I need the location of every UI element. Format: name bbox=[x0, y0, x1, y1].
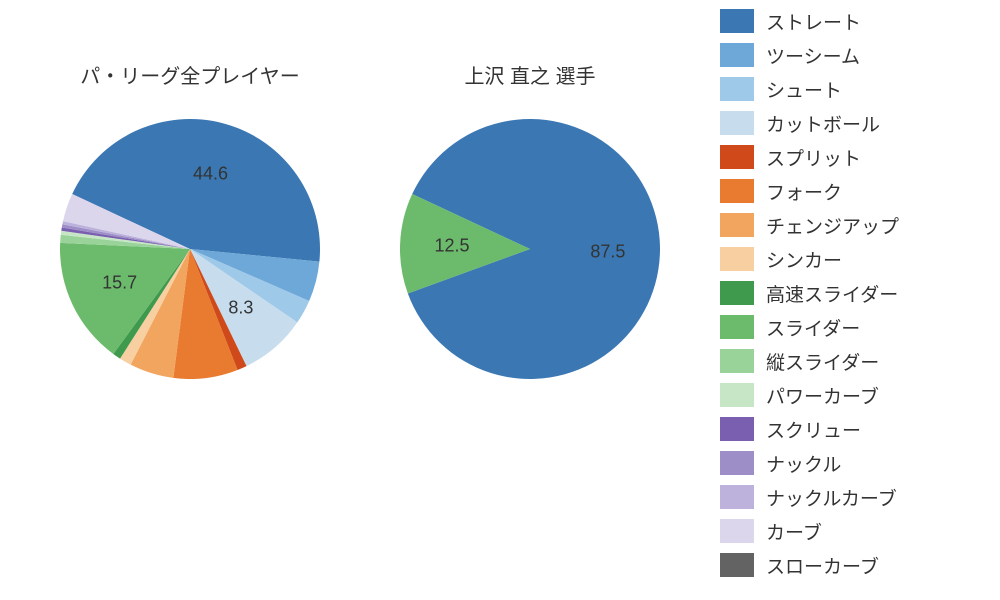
legend-swatch-cut_ball bbox=[720, 111, 754, 135]
pie-slice-label-straight: 87.5 bbox=[590, 242, 625, 263]
legend-item-cut_ball: カットボール bbox=[720, 106, 980, 140]
legend-swatch-vslider bbox=[720, 349, 754, 373]
legend-swatch-fast_slider bbox=[720, 281, 754, 305]
legend-swatch-slow_curve bbox=[720, 553, 754, 577]
legend-item-fork: フォーク bbox=[720, 174, 980, 208]
pie-player-title: 上沢 直之 選手 bbox=[370, 60, 690, 89]
legend-item-two_seam: ツーシーム bbox=[720, 38, 980, 72]
legend-item-knuckle_curve: ナックルカーブ bbox=[720, 480, 980, 514]
legend-swatch-straight bbox=[720, 9, 754, 33]
legend-swatch-slider bbox=[720, 315, 754, 339]
pie-slice-label-cut_ball: 8.3 bbox=[228, 298, 253, 319]
legend-label: スプリット bbox=[766, 144, 861, 171]
legend-swatch-split bbox=[720, 145, 754, 169]
legend-swatch-knuckle bbox=[720, 451, 754, 475]
legend-label: 高速スライダー bbox=[766, 280, 898, 307]
legend-label: ツーシーム bbox=[766, 42, 860, 69]
legend-item-slider: スライダー bbox=[720, 310, 980, 344]
legend-item-knuckle: ナックル bbox=[720, 446, 980, 480]
legend-item-split: スプリット bbox=[720, 140, 980, 174]
pie-league: パ・リーグ全プレイヤー 44.6 8.3 15.7 bbox=[30, 60, 350, 379]
pie-player-canvas: 87.5 12.5 bbox=[400, 119, 660, 379]
legend-swatch-shoot bbox=[720, 77, 754, 101]
legend-swatch-power_curve bbox=[720, 383, 754, 407]
pie-league-canvas: 44.6 8.3 15.7 bbox=[60, 119, 320, 379]
legend-label: スローカーブ bbox=[766, 552, 879, 579]
legend-item-slow_curve: スローカーブ bbox=[720, 548, 980, 582]
legend-label: スクリュー bbox=[766, 416, 861, 443]
legend-label: フォーク bbox=[766, 178, 842, 205]
legend-item-straight: ストレート bbox=[720, 4, 980, 38]
legend-swatch-fork bbox=[720, 179, 754, 203]
legend-item-screw: スクリュー bbox=[720, 412, 980, 446]
legend-item-curve: カーブ bbox=[720, 514, 980, 548]
legend-swatch-changeup bbox=[720, 213, 754, 237]
legend-item-sinker: シンカー bbox=[720, 242, 980, 276]
charts-area: パ・リーグ全プレイヤー 44.6 8.3 15.7 上沢 直之 選手 87.5 12.… bbox=[0, 0, 700, 600]
legend-label: ナックルカーブ bbox=[766, 484, 897, 511]
pie-slice-label-straight: 44.6 bbox=[193, 163, 228, 184]
legend-item-shoot: シュート bbox=[720, 72, 980, 106]
legend-label: ナックル bbox=[766, 450, 841, 477]
pie-slice-label-slider: 12.5 bbox=[435, 235, 470, 256]
legend-label: パワーカーブ bbox=[766, 382, 879, 409]
legend-label: シンカー bbox=[766, 246, 842, 273]
legend-swatch-knuckle_curve bbox=[720, 485, 754, 509]
legend-label: カーブ bbox=[766, 518, 822, 545]
legend-label: シュート bbox=[766, 76, 842, 103]
legend-label: ストレート bbox=[766, 8, 861, 35]
legend-item-power_curve: パワーカーブ bbox=[720, 378, 980, 412]
legend-swatch-curve bbox=[720, 519, 754, 543]
legend-label: チェンジアップ bbox=[766, 212, 899, 239]
pie-league-title: パ・リーグ全プレイヤー bbox=[30, 60, 350, 89]
pie-player: 上沢 直之 選手 87.5 12.5 bbox=[370, 60, 690, 379]
legend-swatch-sinker bbox=[720, 247, 754, 271]
legend-label: 縦スライダー bbox=[766, 348, 879, 375]
legend-item-fast_slider: 高速スライダー bbox=[720, 276, 980, 310]
legend-label: スライダー bbox=[766, 314, 860, 341]
pie-slice-label-slider: 15.7 bbox=[102, 272, 137, 293]
legend-item-vslider: 縦スライダー bbox=[720, 344, 980, 378]
legend-swatch-two_seam bbox=[720, 43, 754, 67]
legend-swatch-screw bbox=[720, 417, 754, 441]
legend: ストレートツーシームシュートカットボールスプリットフォークチェンジアップシンカー… bbox=[720, 0, 980, 600]
legend-item-changeup: チェンジアップ bbox=[720, 208, 980, 242]
chart-container: { "background_color": "#ffffff", "label_… bbox=[0, 0, 1000, 600]
legend-label: カットボール bbox=[766, 110, 880, 137]
